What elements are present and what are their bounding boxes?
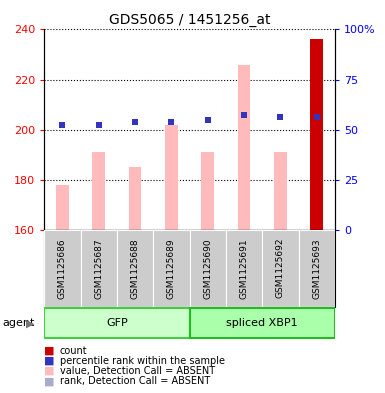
- Text: GSM1125691: GSM1125691: [239, 238, 249, 299]
- Text: ▶: ▶: [26, 318, 35, 328]
- Bar: [201, 152, 214, 230]
- Text: rank, Detection Call = ABSENT: rank, Detection Call = ABSENT: [60, 376, 210, 386]
- Bar: [190, 230, 226, 307]
- Bar: [80, 230, 117, 307]
- Text: GSM1125689: GSM1125689: [167, 238, 176, 299]
- Bar: [226, 230, 262, 307]
- Text: GSM1125693: GSM1125693: [312, 238, 321, 299]
- Bar: [44, 230, 80, 307]
- Bar: [44, 308, 190, 338]
- Text: value, Detection Call = ABSENT: value, Detection Call = ABSENT: [60, 366, 215, 376]
- Bar: [274, 152, 287, 230]
- Bar: [190, 308, 335, 338]
- Text: GSM1125688: GSM1125688: [131, 238, 140, 299]
- Bar: [129, 167, 141, 230]
- Text: count: count: [60, 345, 87, 356]
- Bar: [92, 152, 105, 230]
- Bar: [262, 230, 299, 307]
- Bar: [56, 185, 69, 230]
- Bar: [165, 125, 178, 230]
- Bar: [299, 230, 335, 307]
- Text: GSM1125692: GSM1125692: [276, 238, 285, 298]
- Text: GFP: GFP: [106, 318, 128, 328]
- Text: GSM1125687: GSM1125687: [94, 238, 103, 299]
- Text: ■: ■: [44, 376, 55, 386]
- Text: percentile rank within the sample: percentile rank within the sample: [60, 356, 225, 366]
- Bar: [153, 230, 189, 307]
- Bar: [117, 230, 153, 307]
- Text: GSM1125686: GSM1125686: [58, 238, 67, 299]
- Bar: [238, 64, 251, 230]
- Text: ■: ■: [44, 345, 55, 356]
- Text: ■: ■: [44, 366, 55, 376]
- Bar: [310, 39, 323, 230]
- Text: ■: ■: [44, 356, 55, 366]
- Text: GSM1125690: GSM1125690: [203, 238, 212, 299]
- Title: GDS5065 / 1451256_at: GDS5065 / 1451256_at: [109, 13, 270, 27]
- Text: spliced XBP1: spliced XBP1: [226, 318, 298, 328]
- Text: agent: agent: [2, 318, 34, 328]
